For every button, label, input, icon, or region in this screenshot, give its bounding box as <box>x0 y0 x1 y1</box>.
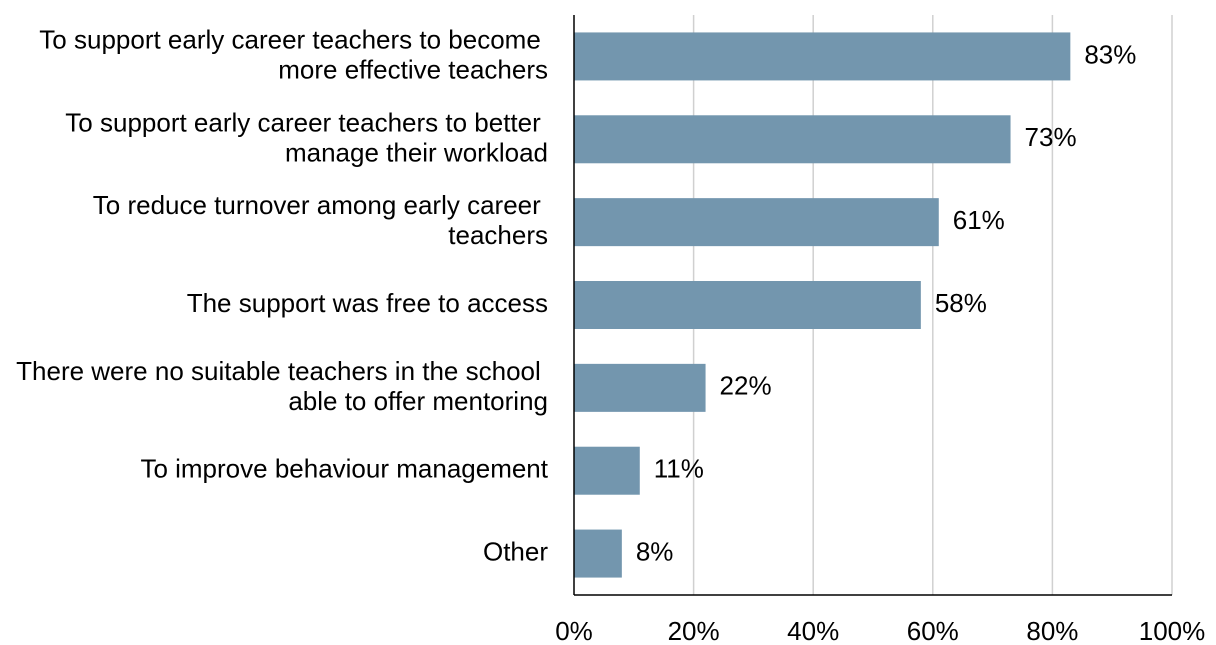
x-tick-label: 60% <box>907 616 959 645</box>
bar <box>574 529 622 578</box>
data-label: 83% <box>1084 39 1136 69</box>
x-tick-label: 100% <box>1139 616 1206 645</box>
data-label: 11% <box>654 454 704 484</box>
y-tick-label: To reduce turnover among early career te… <box>93 190 548 250</box>
x-tick-label: 80% <box>1026 616 1078 645</box>
x-tick-label: 0% <box>555 616 593 645</box>
x-tick-label: 20% <box>668 616 720 645</box>
data-label: 22% <box>720 371 772 401</box>
y-tick-label: Other <box>483 536 548 566</box>
bar <box>574 363 706 412</box>
y-tick-label: To support early career teachers to beco… <box>39 24 548 84</box>
y-tick-label: To support early career teachers to bett… <box>65 107 548 167</box>
data-label: 8% <box>636 536 674 566</box>
data-label: 73% <box>1025 122 1077 152</box>
data-label: 61% <box>953 205 1005 235</box>
y-tick-label: There were no suitable teachers in the s… <box>16 356 548 416</box>
bar <box>574 446 640 495</box>
bar <box>574 115 1011 164</box>
bar <box>574 32 1071 81</box>
y-tick-label: To improve behaviour management <box>140 454 548 484</box>
data-label: 58% <box>935 288 987 318</box>
bar <box>574 281 921 329</box>
bar <box>574 198 939 247</box>
x-tick-label: 40% <box>787 616 839 645</box>
y-tick-label: The support was free to access <box>187 288 548 318</box>
